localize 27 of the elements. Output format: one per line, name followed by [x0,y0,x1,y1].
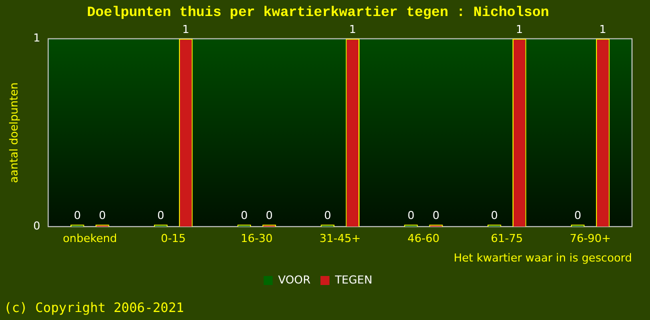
data-label: 1 [599,23,606,36]
data-label: 0 [574,208,582,222]
data-label: 0 [407,208,414,222]
x-tick-label: 16-30 [240,232,273,246]
x-tick-label: 0-15 [160,232,186,246]
data-label: 0 [74,208,81,222]
x-tick-label: 76-90+ [570,232,611,246]
y-axis-title: aantal doelpunten [7,82,20,183]
data-label: 0 [324,208,332,222]
data-label: 0 [490,208,498,222]
data-label: 1 [182,23,190,36]
legend-label: VOOR [278,273,311,286]
data-label: 0 [240,208,248,222]
data-label: 0 [98,208,106,222]
text: (c) Copyright 2006-2021 [4,300,184,316]
data-label: 0 [432,208,440,222]
data-label: 0 [157,208,164,222]
data-label: 0 [266,208,273,222]
chart-title: Doelpunten thuis per kwartierkwartier tegen : Nicholson [86,4,550,21]
x-tick-label: 31-45+ [320,232,361,246]
x-tick-label: onbekend [62,232,117,246]
data-label: 1 [516,23,523,36]
x-axis-title: Het kwartier waar in is gescoord [454,251,632,264]
legend-label: TEGEN [334,273,372,286]
data-label: 1 [349,23,356,36]
x-tick-label: 61-75 [490,232,523,246]
x-tick-label: 46-60 [408,232,440,246]
